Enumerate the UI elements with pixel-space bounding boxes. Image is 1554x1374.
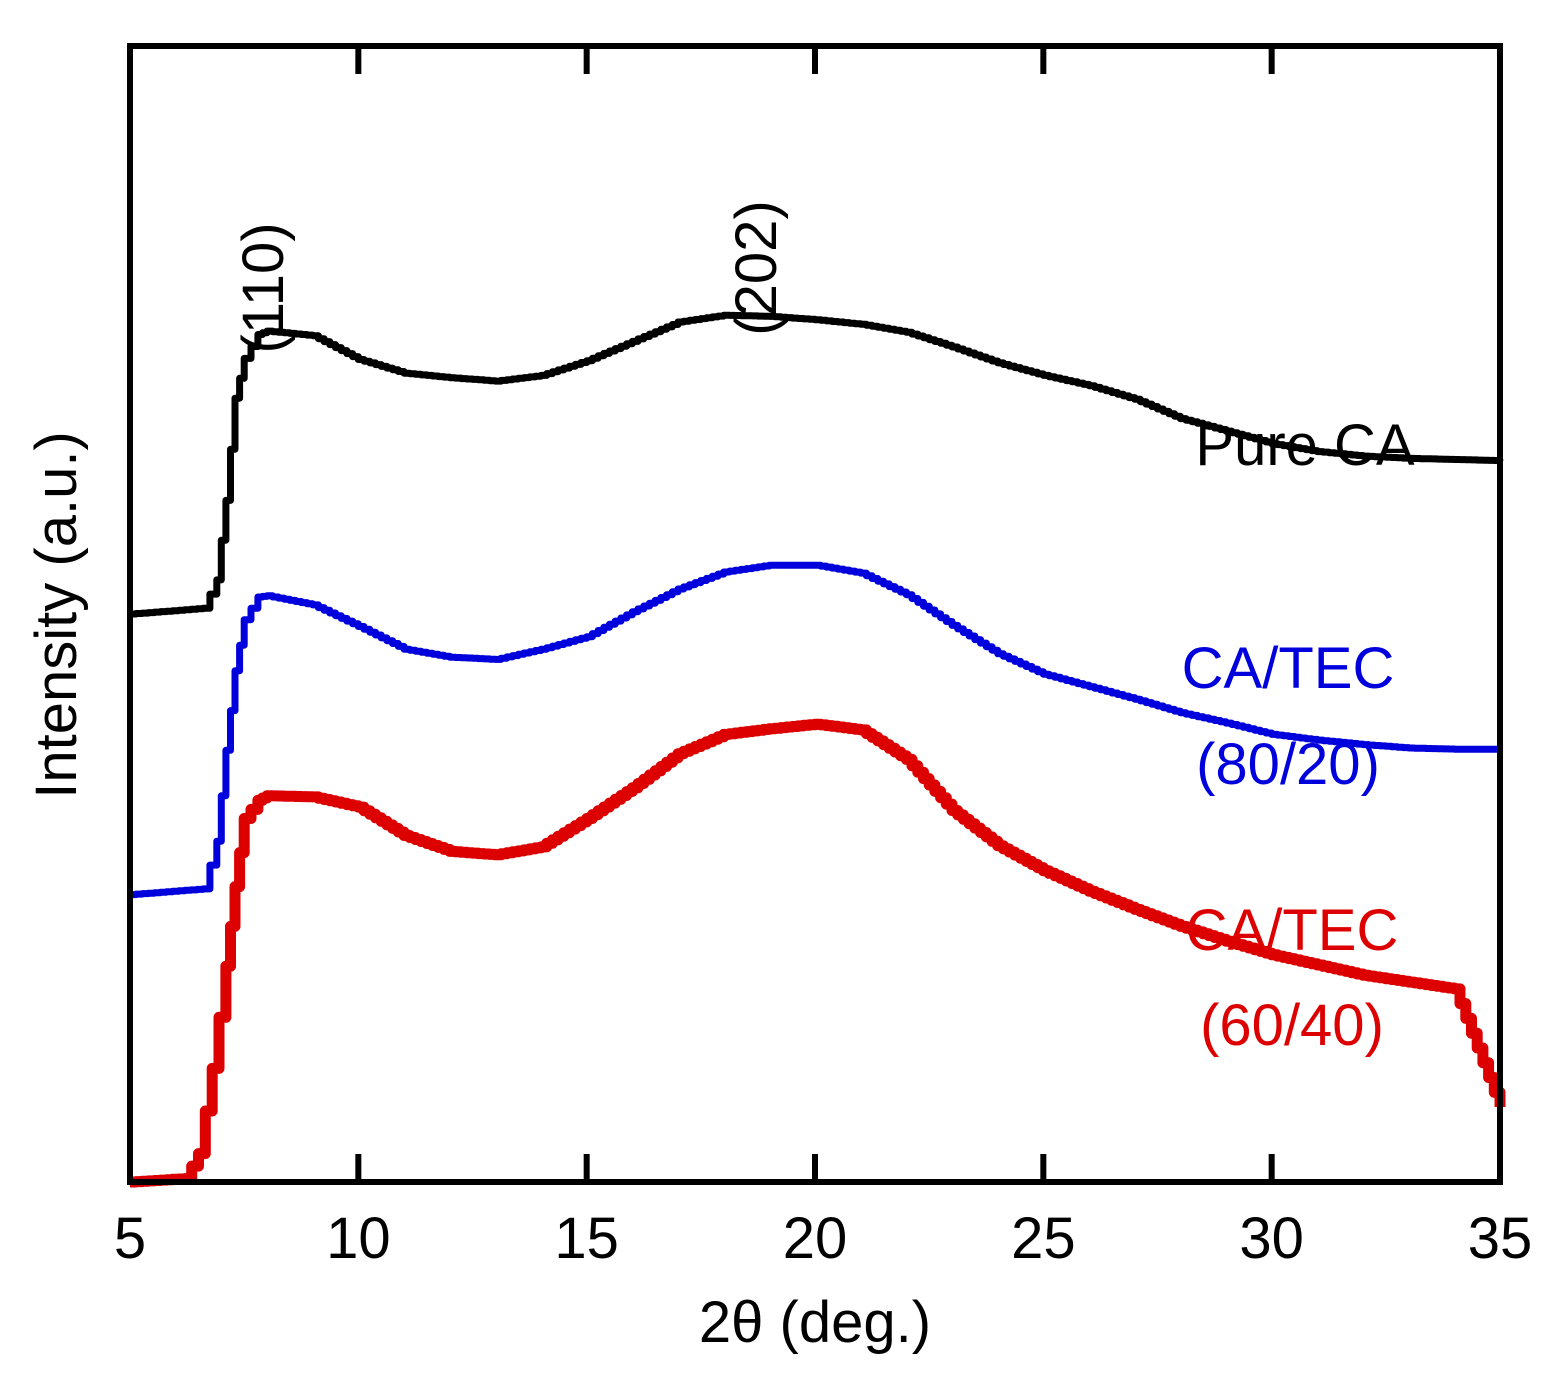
x-tick-label-25: 25 bbox=[1011, 1206, 1076, 1271]
peak-label-202: (202) bbox=[724, 200, 789, 335]
x-tick-label-35: 35 bbox=[1468, 1206, 1533, 1271]
series-label-pure-ca: Pure CA bbox=[1195, 413, 1415, 478]
series-label-ca-tec-60-40-line2: (60/40) bbox=[1200, 993, 1384, 1058]
series-line-ca-tec-60-40 bbox=[130, 718, 1506, 1188]
x-tick-label-15: 15 bbox=[554, 1206, 619, 1271]
series-layer bbox=[130, 311, 1506, 1188]
peak-label-110: (110) bbox=[231, 222, 296, 353]
x-tick-label-5: 5 bbox=[114, 1206, 146, 1271]
series-line-pure-ca bbox=[130, 311, 1504, 618]
x-tick-label-10: 10 bbox=[326, 1206, 391, 1271]
y-axis-label: Intensity (a.u.) bbox=[24, 431, 89, 798]
series-label-ca-tec-60-40-line1: CA/TEC bbox=[1186, 898, 1399, 963]
series-line-ca-tec-80-20 bbox=[130, 561, 1500, 899]
series-label-ca-tec-80-20-line2: (80/20) bbox=[1196, 732, 1380, 797]
x-axis: 5 10 15 20 25 30 35 bbox=[114, 46, 1532, 1271]
series-label-ca-tec-80-20-line1: CA/TEC bbox=[1182, 636, 1395, 701]
x-tick-label-30: 30 bbox=[1239, 1206, 1304, 1271]
x-tick-label-20: 20 bbox=[783, 1206, 848, 1271]
x-axis-label: 2θ (deg.) bbox=[699, 1290, 931, 1355]
